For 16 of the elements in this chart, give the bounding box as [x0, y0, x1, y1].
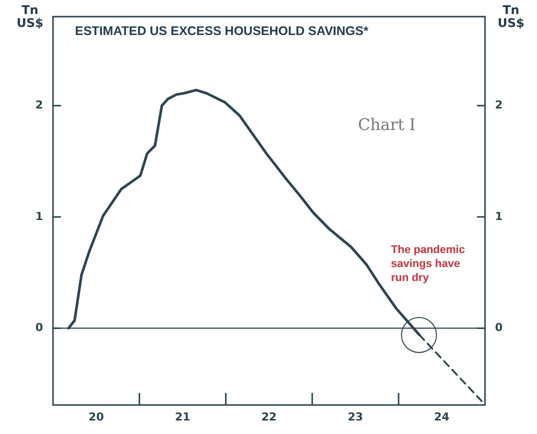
y-tick-label: 0 — [35, 321, 44, 334]
y2-tick-label: 2 — [495, 98, 503, 112]
y2-axis-title: Tn US$ — [496, 3, 526, 30]
y2-tick-label: 0 — [495, 321, 503, 334]
y-tick-label: 1 — [35, 210, 43, 223]
x-tick-label: 22 — [261, 410, 277, 424]
y-tick-label: 2 — [35, 98, 43, 112]
x-tick-label: 21 — [174, 410, 190, 424]
text: ESTIMATED US EXCESS HOUSEHOLD SAVINGS* — [75, 24, 368, 38]
y2-tick-label: 1 — [495, 210, 503, 223]
y-axis-title: Tn US$ — [16, 3, 44, 30]
x-tick-label: 24 — [434, 410, 450, 424]
annotation: The pandemic savings have run dry — [391, 243, 466, 285]
annotation: Chart I — [358, 115, 416, 134]
x-tick-label: 20 — [88, 410, 104, 424]
x-tick-label: 23 — [348, 410, 364, 424]
